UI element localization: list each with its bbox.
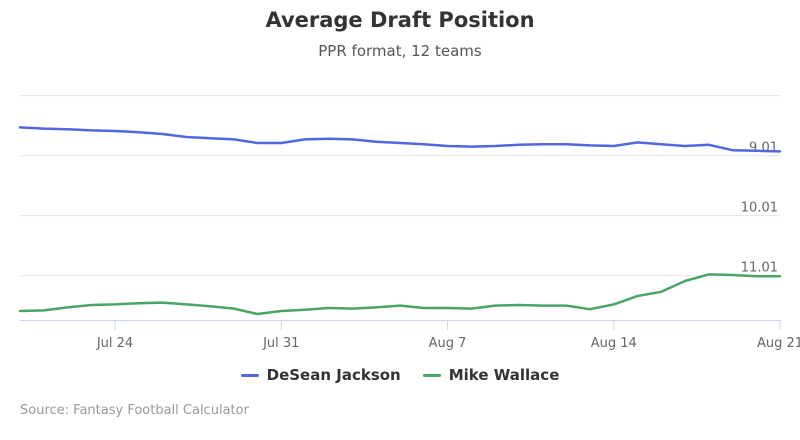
legend-swatch bbox=[240, 373, 259, 377]
y-tick-label: 10.01 bbox=[741, 201, 778, 216]
legend-item-mike-wallace[interactable]: Mike Wallace bbox=[422, 366, 560, 384]
legend-label: DeSean Jackson bbox=[266, 366, 401, 384]
legend: DeSean Jackson Mike Wallace bbox=[0, 366, 800, 384]
chart-subtitle: PPR format, 12 teams bbox=[318, 42, 482, 60]
x-tick-label: Aug 7 bbox=[429, 336, 467, 351]
y-tick-label: 11.01 bbox=[741, 261, 778, 276]
series-line-mike-wallace bbox=[18, 273, 782, 316]
legend-item-desean-jackson[interactable]: DeSean Jackson bbox=[240, 366, 401, 384]
x-tick-label: Jul 24 bbox=[96, 336, 133, 351]
x-tick-label: Aug 14 bbox=[591, 336, 637, 351]
chart-credit[interactable]: Source: Fantasy Football Calculator bbox=[20, 403, 249, 418]
legend-label: Mike Wallace bbox=[448, 366, 560, 384]
y-tick-label: 9.01 bbox=[749, 141, 778, 156]
series-line-desean-jackson bbox=[18, 126, 782, 153]
chart-title: Average Draft Position bbox=[265, 8, 535, 32]
x-tick-label: Aug 21 bbox=[757, 336, 800, 351]
legend-swatch bbox=[422, 373, 441, 377]
x-tick-label: Jul 31 bbox=[262, 336, 299, 351]
